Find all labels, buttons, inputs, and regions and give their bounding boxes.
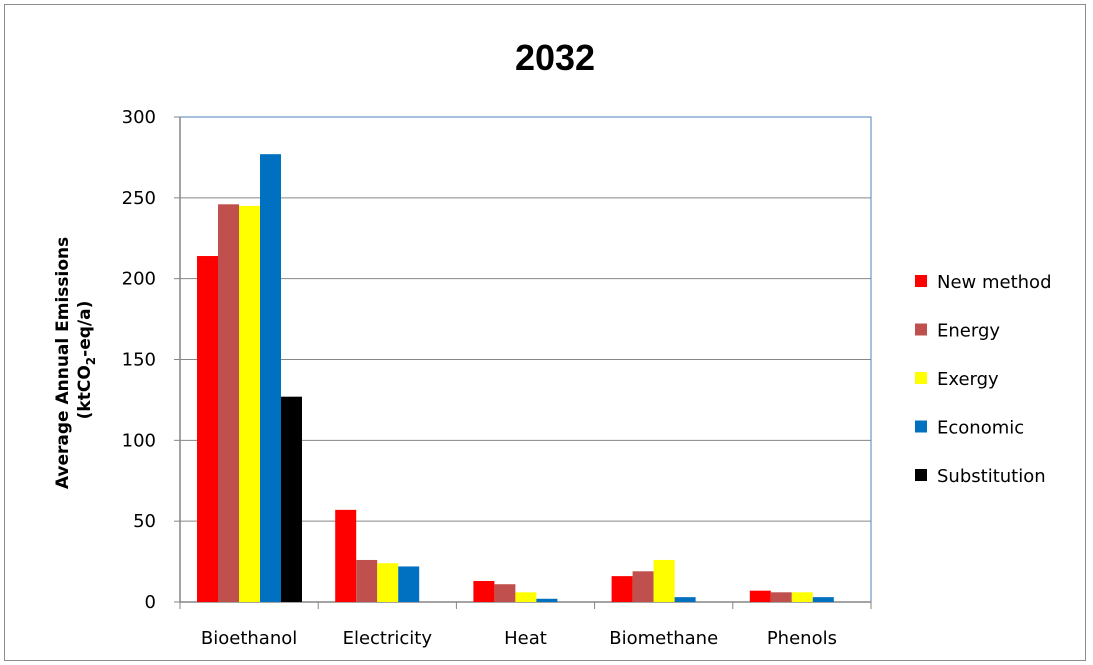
bar [653,559,675,602]
bar [791,592,813,602]
y-tick-label: 200 [122,269,156,290]
bar [377,563,399,602]
bar [749,590,771,602]
legend-label: Energy [937,321,1000,342]
y-axis-label-line1: Average Annual Emissions [53,237,73,489]
bar [674,597,696,602]
bar [770,592,792,602]
legend-swatch [915,275,927,287]
bar [536,598,558,602]
legend-label: Substitution [937,466,1046,487]
y-tick-label: 300 [122,107,156,128]
y-tick-label: 0 [145,592,156,613]
y-tick-label: 50 [133,511,156,532]
y-tick-label: 250 [122,188,156,209]
legend-label: Exergy [937,369,999,390]
legend-swatch [915,420,927,433]
bar [611,576,633,602]
y-axis-label: Average Annual Emissions (ktCO2-eq/a) [53,231,98,489]
x-tick-label: Heat [504,628,547,649]
y-axis-label-subscript: 2 [84,357,98,365]
bar [239,205,260,602]
x-tick-label: Biomethane [609,628,718,649]
x-tick-label: Electricity [343,628,433,649]
bar [515,592,537,602]
bar [281,396,302,602]
chart-title: 2032 [515,37,595,78]
bar [335,509,357,602]
legend-swatch [915,469,927,481]
y-axis-label-line2-prefix: (ktCO [75,365,95,419]
y-tick-label: 100 [122,430,156,451]
x-tick-label: Phenols [767,628,837,649]
bar [197,256,218,602]
legend-label: New method [937,272,1052,293]
bar [494,584,516,602]
legend: New method Energy Exergy Economic Substituti… [915,272,1052,487]
y-tick-label: 150 [122,350,156,371]
bar [473,580,495,602]
bar [260,154,281,602]
legend-swatch [915,372,927,384]
chart-frame [4,4,1086,661]
bar [218,204,239,603]
legend-swatch [915,323,927,336]
legend-label: Economic [937,418,1024,439]
y-axis-label-line2-suffix: -eq/a) [75,301,95,357]
bar [356,559,378,602]
bar [398,566,420,602]
bar [632,571,654,602]
x-tick-label: Bioethanol [201,628,297,649]
plot-area: 0 50 100 150 200 250 300 Bioethanol Electricity H… [122,107,872,649]
bar [812,597,834,602]
